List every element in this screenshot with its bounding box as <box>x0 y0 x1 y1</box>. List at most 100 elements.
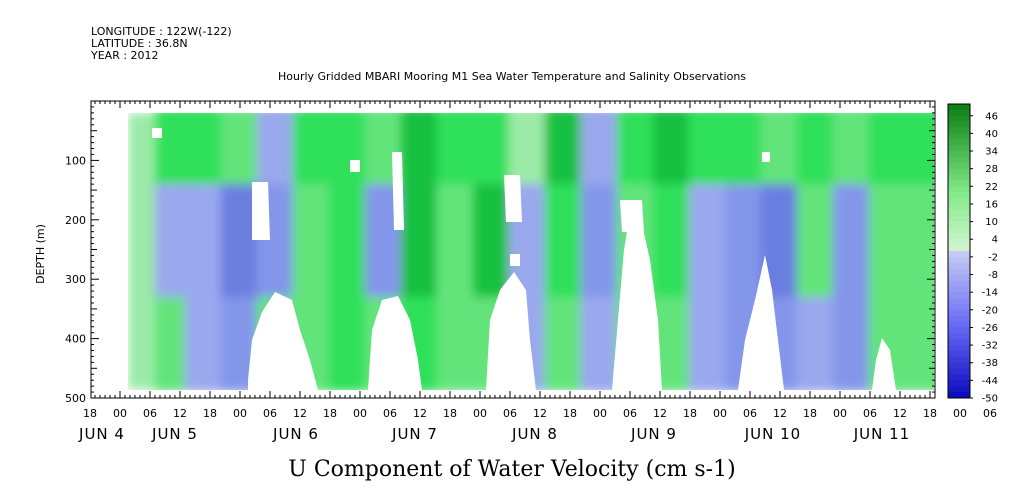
colorbar-label: -8 <box>988 270 998 281</box>
colorbar-segment <box>948 139 970 146</box>
colorbar-label: 46 <box>985 111 998 122</box>
colorbar-label: 40 <box>985 129 998 140</box>
x-hour-label: 00 <box>953 407 967 420</box>
colorbar-segment <box>948 368 970 375</box>
x-axis-ticks <box>94 101 936 398</box>
x-axis-hour-labels: 18 00 06 12 18 00 06 12 18 00 06 12 18 00 06 12 18 00 06 12… <box>83 407 997 420</box>
colorbar-label: -26 <box>982 323 998 334</box>
heatmap-cell <box>220 113 260 185</box>
missing-data-region <box>762 152 770 162</box>
x-hour-label: 00 <box>353 407 367 420</box>
heatmap-cell <box>580 297 620 390</box>
heatmap-cell <box>328 297 368 390</box>
heatmap-cell <box>688 184 728 298</box>
heatmap-cell <box>544 113 584 185</box>
heatmap-cell <box>832 297 872 390</box>
missing-data-region <box>872 338 896 390</box>
x-hour-label: 00 <box>473 407 487 420</box>
x-hour-label: 12 <box>893 407 907 420</box>
colorbar-segment <box>948 333 970 340</box>
colorbar-segment <box>948 168 970 176</box>
colorbar-segment <box>948 321 970 328</box>
colorbar-segment <box>948 180 970 187</box>
heatmap-cell <box>184 297 224 390</box>
heatmap-cell <box>508 113 548 185</box>
colorbar-segment <box>948 298 970 305</box>
missing-data-region <box>738 255 784 390</box>
colorbar-label: -50 <box>982 394 998 405</box>
heatmap-cell <box>796 113 836 185</box>
colorbar-label: -14 <box>982 288 998 299</box>
x-hour-label: 18 <box>323 407 337 420</box>
y-tick-label: 300 <box>65 273 86 286</box>
heatmap-cell <box>436 113 476 185</box>
colorbar-segment <box>948 303 970 311</box>
colorbar-label: -2 <box>988 252 998 263</box>
missing-data-region <box>510 254 520 266</box>
colorbar-label: 22 <box>985 182 998 193</box>
x-hour-label: 00 <box>713 407 727 420</box>
colorbar-segment <box>948 192 970 199</box>
longitude-label: LONGITUDE : 122W(-122) <box>91 25 232 38</box>
colorbar-segment <box>948 239 970 246</box>
colorbar-label: 28 <box>985 164 998 175</box>
x-hour-label: 12 <box>413 407 427 420</box>
chart-title: Hourly Gridded MBARI Mooring M1 Sea Wate… <box>278 70 746 83</box>
colorbar-segment <box>948 245 970 252</box>
heatmap-cell <box>688 113 728 185</box>
x-hour-label: 18 <box>803 407 817 420</box>
colorbar-frame <box>947 103 971 399</box>
x-hour-label: 06 <box>263 407 277 420</box>
heatmap-cell <box>328 184 368 298</box>
heatmap-cell <box>652 184 692 298</box>
colorbar-segment <box>948 309 970 317</box>
colorbar-segment <box>948 339 970 346</box>
colorbar-segment <box>948 133 970 140</box>
missing-data-region <box>486 272 536 390</box>
missing-data-region <box>612 200 662 390</box>
heatmap-cell <box>796 184 836 298</box>
year-label: YEAR : 2012 <box>90 49 159 62</box>
x-hour-label: 18 <box>203 407 217 420</box>
colorbar-label: -20 <box>982 305 998 316</box>
colorbar-segment <box>948 174 970 181</box>
x-day-label: JUN 11 <box>853 425 910 443</box>
y-axis-label: DEPTH (m) <box>34 224 47 284</box>
y-tick-label: 200 <box>65 214 86 227</box>
x-day-label: JUN 7 <box>391 425 438 443</box>
x-hour-label: 18 <box>923 407 937 420</box>
x-hour-label: 18 <box>443 407 457 420</box>
missing-data-region <box>252 182 270 240</box>
heatmap-cell <box>760 113 800 185</box>
heatmap-cell <box>904 113 934 185</box>
heatmap-cell <box>580 113 620 185</box>
heatmap-cell <box>904 297 934 390</box>
heatmap-cell <box>436 297 476 390</box>
heatmap-cell <box>472 184 512 298</box>
heatmap-cell <box>616 113 656 185</box>
x-hour-label: 12 <box>293 407 307 420</box>
y-tick-label: 500 <box>65 392 86 405</box>
colorbar-segment <box>948 221 970 228</box>
x-axis-title: U Component of Water Velocity (cm s-1) <box>288 457 735 482</box>
colorbar-segment <box>948 286 970 293</box>
colorbar-segment <box>948 274 970 281</box>
missing-data-region <box>504 175 522 222</box>
colorbar-segment <box>948 268 970 276</box>
colorbar-segment <box>948 315 970 323</box>
heatmap-cell <box>796 297 836 390</box>
colorbar-label: 4 <box>992 235 998 246</box>
colorbar-segment <box>948 115 970 123</box>
colorbar-segment <box>948 209 970 217</box>
x-day-label: JUN 9 <box>630 425 677 443</box>
x-hour-label: 12 <box>773 407 787 420</box>
heatmap-cell <box>544 184 584 298</box>
heatmap-cell <box>724 113 764 185</box>
colorbar-segment <box>948 356 970 364</box>
colorbar-segment <box>948 156 970 164</box>
x-hour-label: 06 <box>743 407 757 420</box>
x-hour-label: 06 <box>623 407 637 420</box>
x-day-label: JUN 10 <box>744 425 801 443</box>
heatmap-cell <box>688 297 728 390</box>
